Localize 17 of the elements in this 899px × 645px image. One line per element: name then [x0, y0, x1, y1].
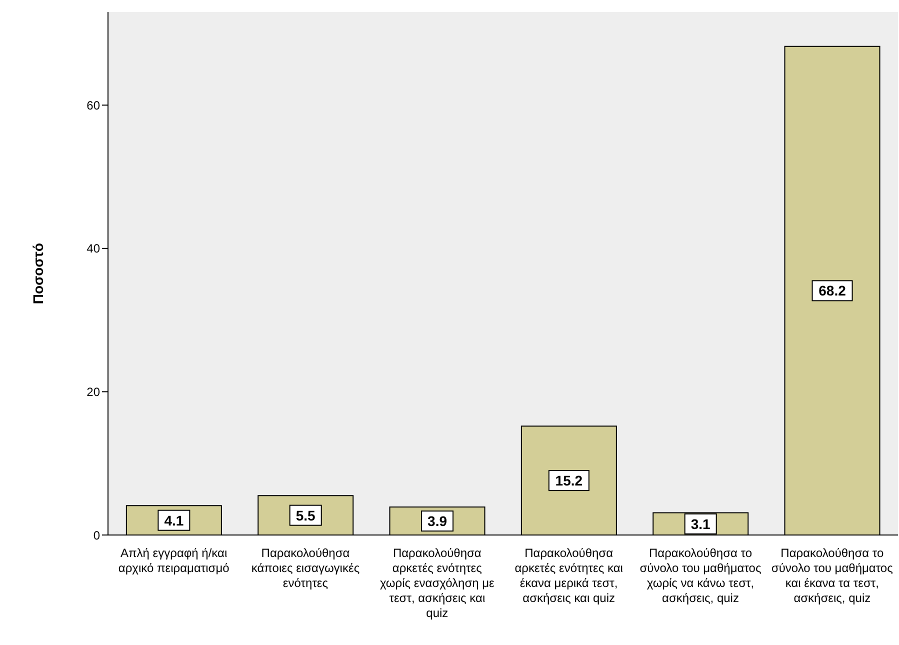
data-label: 3.1 — [690, 516, 711, 532]
data-label: 3.9 — [428, 513, 448, 530]
y-tick-label: 40 — [86, 242, 100, 256]
data-label: 4.1 — [164, 512, 184, 528]
data-label: 68.2 — [818, 282, 846, 299]
x-tick-label: Παρακολούθησα αρκετές ενότητες και έκανα μερικά τεστ, ασκήσεις και quiz — [514, 546, 624, 605]
data-label: 15.2 — [555, 472, 583, 489]
data-label: 5.5 — [296, 507, 316, 524]
x-tick-label: Παρακολούθησα το σύνολο του μαθήματος χωρίς να κάνω τεστ, ασκήσεις, quiz — [640, 546, 762, 605]
y-axis-title: Ποσοστό — [30, 242, 46, 304]
x-tick-label: Παρακολούθησα αρκετές ενότητες χωρίς ενασχόληση με τεστ, ασκήσεις και quiz — [380, 546, 496, 620]
y-tick-label: 20 — [86, 384, 100, 399]
x-tick-label: Παρακολούθησα το σύνολο του μαθήματος και έκανα τα τεστ, ασκήσεις, quiz — [771, 546, 894, 605]
y-tick-label: 0 — [93, 528, 100, 542]
x-tick-label: Παρακολούθησα κάποιες εισαγωγικές ενότητες — [251, 546, 360, 590]
x-tick-label: Απλή εγγραφή ή/και αρχικό πειραματισμό — [118, 546, 230, 575]
y-tick-label: 60 — [86, 98, 100, 112]
